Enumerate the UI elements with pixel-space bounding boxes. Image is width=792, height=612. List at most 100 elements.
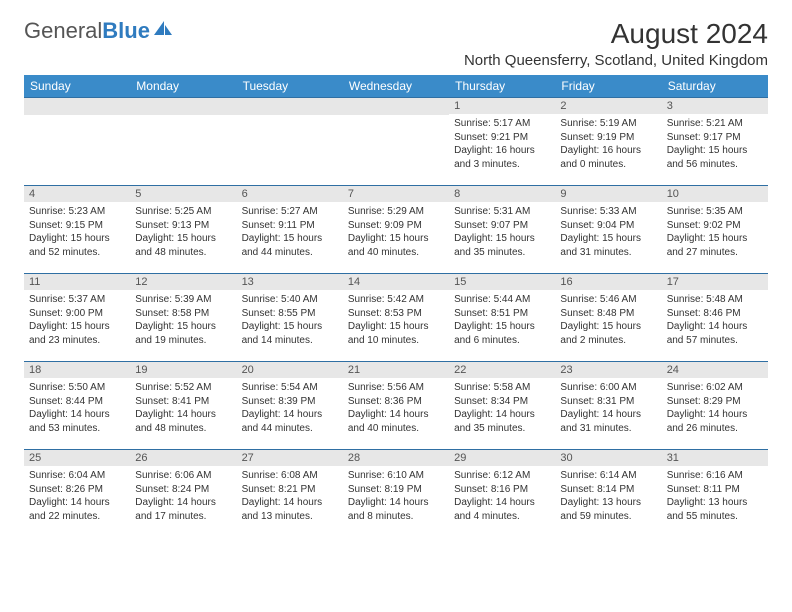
day-header: Monday [130,75,236,98]
day-header: Tuesday [237,75,343,98]
sunrise-text: Sunrise: 5:40 AM [242,293,338,307]
day-number: 15 [449,274,555,290]
week-row: 4Sunrise: 5:23 AMSunset: 9:15 PMDaylight… [24,186,768,274]
day-header: Sunday [24,75,130,98]
daylight-text: Daylight: 14 hours and 35 minutes. [454,408,550,435]
day-details: Sunrise: 5:58 AMSunset: 8:34 PMDaylight:… [449,378,555,439]
day-number: 13 [237,274,343,290]
daylight-text: Daylight: 15 hours and 35 minutes. [454,232,550,259]
day-details: Sunrise: 5:33 AMSunset: 9:04 PMDaylight:… [555,202,661,263]
sunset-text: Sunset: 9:17 PM [667,131,763,145]
day-cell: 2Sunrise: 5:19 AMSunset: 9:19 PMDaylight… [555,98,661,186]
day-details: Sunrise: 5:39 AMSunset: 8:58 PMDaylight:… [130,290,236,351]
daylight-text: Daylight: 16 hours and 3 minutes. [454,144,550,171]
sunrise-text: Sunrise: 6:14 AM [560,469,656,483]
day-number: 21 [343,362,449,378]
sunrise-text: Sunrise: 5:42 AM [348,293,444,307]
page-container: GeneralBlue August 2024 North Queensferr… [0,0,792,550]
sunrise-text: Sunrise: 5:48 AM [667,293,763,307]
day-number: 26 [130,450,236,466]
day-number: 11 [24,274,130,290]
day-cell [237,98,343,186]
daylight-text: Daylight: 14 hours and 17 minutes. [135,496,231,523]
sunset-text: Sunset: 8:11 PM [667,483,763,497]
day-details: Sunrise: 5:42 AMSunset: 8:53 PMDaylight:… [343,290,449,351]
day-number: 28 [343,450,449,466]
calendar-body: 1Sunrise: 5:17 AMSunset: 9:21 PMDaylight… [24,98,768,538]
day-details: Sunrise: 6:04 AMSunset: 8:26 PMDaylight:… [24,466,130,527]
sunset-text: Sunset: 8:26 PM [29,483,125,497]
daylight-text: Daylight: 15 hours and 2 minutes. [560,320,656,347]
sunrise-text: Sunrise: 5:37 AM [29,293,125,307]
day-number: 12 [130,274,236,290]
calendar-table: SundayMondayTuesdayWednesdayThursdayFrid… [24,75,768,538]
day-cell: 17Sunrise: 5:48 AMSunset: 8:46 PMDayligh… [662,274,768,362]
daylight-text: Daylight: 15 hours and 44 minutes. [242,232,338,259]
day-number: 20 [237,362,343,378]
sail-icon [152,19,174,44]
day-cell: 10Sunrise: 5:35 AMSunset: 9:02 PMDayligh… [662,186,768,274]
sunrise-text: Sunrise: 5:17 AM [454,117,550,131]
day-details: Sunrise: 5:31 AMSunset: 9:07 PMDaylight:… [449,202,555,263]
sunset-text: Sunset: 9:13 PM [135,219,231,233]
day-number: 14 [343,274,449,290]
title-block: August 2024 North Queensferry, Scotland,… [464,18,768,69]
day-number: 17 [662,274,768,290]
day-cell: 7Sunrise: 5:29 AMSunset: 9:09 PMDaylight… [343,186,449,274]
daylight-text: Daylight: 14 hours and 57 minutes. [667,320,763,347]
day-header: Thursday [449,75,555,98]
day-details: Sunrise: 5:25 AMSunset: 9:13 PMDaylight:… [130,202,236,263]
sunrise-text: Sunrise: 6:16 AM [667,469,763,483]
daylight-text: Daylight: 15 hours and 31 minutes. [560,232,656,259]
day-details: Sunrise: 5:17 AMSunset: 9:21 PMDaylight:… [449,114,555,175]
daylight-text: Daylight: 15 hours and 6 minutes. [454,320,550,347]
day-cell: 29Sunrise: 6:12 AMSunset: 8:16 PMDayligh… [449,450,555,538]
day-cell: 15Sunrise: 5:44 AMSunset: 8:51 PMDayligh… [449,274,555,362]
day-number: 29 [449,450,555,466]
day-details: Sunrise: 5:27 AMSunset: 9:11 PMDaylight:… [237,202,343,263]
daylight-text: Daylight: 13 hours and 59 minutes. [560,496,656,523]
sunset-text: Sunset: 8:21 PM [242,483,338,497]
sunrise-text: Sunrise: 5:39 AM [135,293,231,307]
daylight-text: Daylight: 16 hours and 0 minutes. [560,144,656,171]
sunset-text: Sunset: 8:48 PM [560,307,656,321]
daylight-text: Daylight: 15 hours and 14 minutes. [242,320,338,347]
day-number: 9 [555,186,661,202]
day-cell [24,98,130,186]
sunset-text: Sunset: 9:04 PM [560,219,656,233]
sunset-text: Sunset: 9:15 PM [29,219,125,233]
daylight-text: Daylight: 14 hours and 4 minutes. [454,496,550,523]
sunset-text: Sunset: 9:19 PM [560,131,656,145]
day-cell: 26Sunrise: 6:06 AMSunset: 8:24 PMDayligh… [130,450,236,538]
brand-gray: General [24,18,102,43]
sunrise-text: Sunrise: 6:10 AM [348,469,444,483]
day-number: 27 [237,450,343,466]
header: GeneralBlue August 2024 North Queensferr… [24,18,768,69]
daylight-text: Daylight: 15 hours and 27 minutes. [667,232,763,259]
sunrise-text: Sunrise: 5:21 AM [667,117,763,131]
day-details: Sunrise: 5:50 AMSunset: 8:44 PMDaylight:… [24,378,130,439]
day-number: 2 [555,98,661,114]
day-cell: 18Sunrise: 5:50 AMSunset: 8:44 PMDayligh… [24,362,130,450]
sunset-text: Sunset: 8:44 PM [29,395,125,409]
day-cell: 9Sunrise: 5:33 AMSunset: 9:04 PMDaylight… [555,186,661,274]
sunset-text: Sunset: 8:51 PM [454,307,550,321]
brand-text: GeneralBlue [24,18,150,44]
sunset-text: Sunset: 8:14 PM [560,483,656,497]
daylight-text: Daylight: 14 hours and 13 minutes. [242,496,338,523]
day-details: Sunrise: 5:29 AMSunset: 9:09 PMDaylight:… [343,202,449,263]
empty-day-number [343,98,449,115]
sunset-text: Sunset: 8:31 PM [560,395,656,409]
sunset-text: Sunset: 8:34 PM [454,395,550,409]
brand-blue: Blue [102,18,150,43]
empty-day-number [24,98,130,115]
sunset-text: Sunset: 8:29 PM [667,395,763,409]
day-header: Wednesday [343,75,449,98]
sunrise-text: Sunrise: 5:52 AM [135,381,231,395]
day-number: 3 [662,98,768,114]
day-cell: 8Sunrise: 5:31 AMSunset: 9:07 PMDaylight… [449,186,555,274]
day-number: 22 [449,362,555,378]
week-row: 11Sunrise: 5:37 AMSunset: 9:00 PMDayligh… [24,274,768,362]
sunset-text: Sunset: 8:16 PM [454,483,550,497]
day-number: 18 [24,362,130,378]
